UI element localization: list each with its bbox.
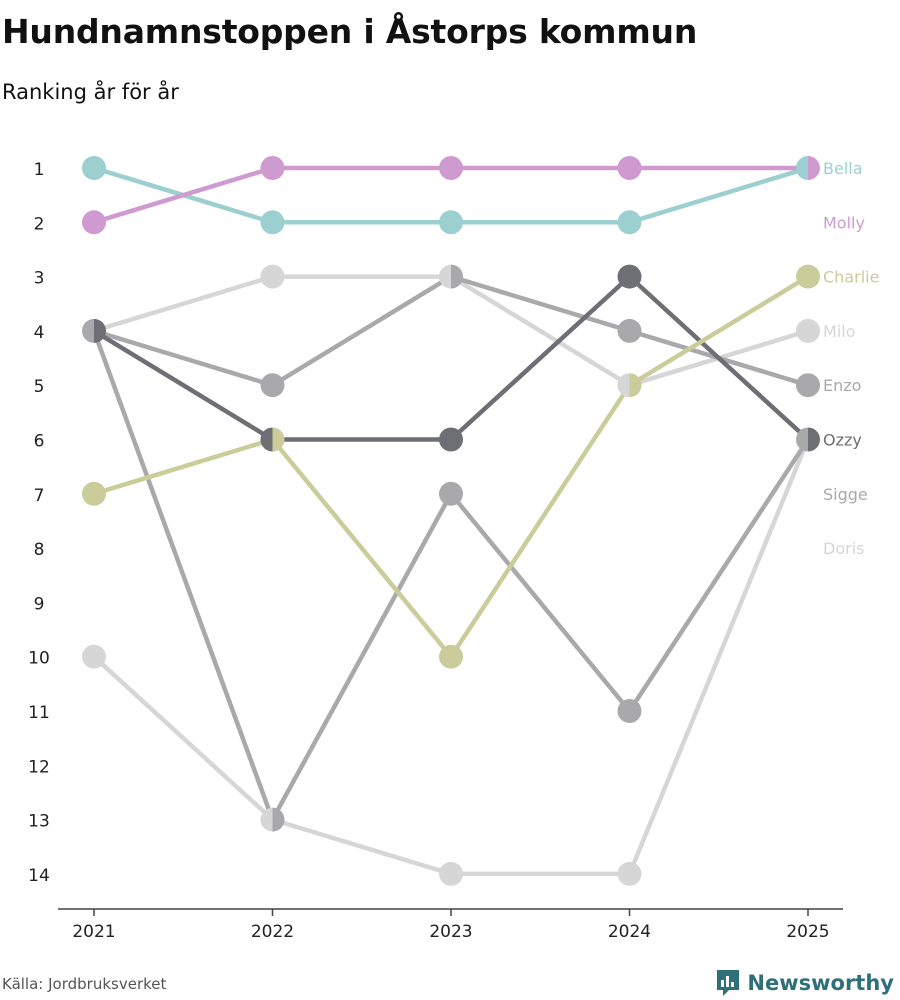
y-tick-label: 11 xyxy=(28,703,50,723)
x-tick-label: 2022 xyxy=(251,922,294,942)
marker-bella xyxy=(82,156,106,180)
marker-milo xyxy=(439,264,451,289)
y-tick-label: 9 xyxy=(34,594,45,614)
series-markers xyxy=(82,156,820,886)
y-tick-label: 5 xyxy=(34,377,45,397)
marker-enzo xyxy=(617,318,642,343)
marker-enzo xyxy=(796,373,820,398)
series-line-ozzy xyxy=(91,274,811,442)
marker-charlie xyxy=(629,373,642,398)
y-tick-label: 7 xyxy=(34,486,45,506)
marker-sigge xyxy=(617,699,642,723)
marker-enzo xyxy=(451,264,464,289)
marker-enzo xyxy=(82,318,94,343)
marker-charlie xyxy=(82,481,106,506)
marker-doris xyxy=(617,861,642,886)
marker-ozzy xyxy=(94,318,107,343)
marker-sigge xyxy=(272,807,285,832)
x-tick-label: 2023 xyxy=(429,922,472,942)
y-tick-label: 14 xyxy=(28,866,50,886)
marker-ozzy xyxy=(808,427,820,452)
bar-chart-speech-bubble-icon xyxy=(717,970,740,996)
marker-ozzy xyxy=(260,427,273,452)
marker-molly xyxy=(82,210,106,235)
end-label-charlie: Charlie xyxy=(823,268,879,287)
marker-ozzy xyxy=(439,427,463,452)
marker-molly xyxy=(808,156,820,180)
marker-doris xyxy=(260,807,273,832)
brand-name: Newsworthy xyxy=(747,971,894,995)
end-label-ozzy: Ozzy xyxy=(823,431,862,450)
marker-milo xyxy=(796,318,820,343)
x-tick-label: 2024 xyxy=(608,922,651,942)
source-note: Källa: Jordbruksverket xyxy=(2,975,167,993)
end-label-doris: Doris xyxy=(823,539,864,558)
x-tick-label: 2025 xyxy=(786,922,829,942)
chart-subtitle: Ranking år för år xyxy=(2,80,179,104)
marker-sigge xyxy=(796,427,808,452)
series-line-milo xyxy=(91,274,811,388)
marker-charlie xyxy=(439,644,463,669)
end-label-milo: Milo xyxy=(823,322,855,341)
y-tick-label: 1 xyxy=(34,160,45,180)
marker-molly xyxy=(617,156,642,180)
y-tick-label: 3 xyxy=(34,269,45,289)
marker-ozzy xyxy=(617,264,642,289)
marker-milo xyxy=(617,373,630,398)
y-tick-label: 6 xyxy=(34,432,45,452)
y-tick-label: 4 xyxy=(34,323,45,343)
marker-bella xyxy=(260,210,285,235)
end-label-bella: Bella xyxy=(823,159,863,178)
end-label-sigge: Sigge xyxy=(823,485,868,504)
y-tick-label: 13 xyxy=(28,812,50,832)
y-tick-label: 10 xyxy=(28,649,50,669)
end-label-enzo: Enzo xyxy=(823,376,861,395)
y-tick-label: 2 xyxy=(34,214,45,234)
chart-title: Hundnamnstoppen i Åstorps kommun xyxy=(2,12,698,51)
marker-enzo xyxy=(260,373,285,398)
marker-bella xyxy=(796,156,808,180)
x-tick-label: 2021 xyxy=(72,922,115,942)
y-tick-label: 12 xyxy=(28,757,50,777)
marker-milo xyxy=(260,264,285,289)
marker-doris xyxy=(439,861,463,886)
marker-molly xyxy=(260,156,285,180)
brand-logo: Newsworthy xyxy=(715,968,894,998)
series-line-sigge xyxy=(91,328,811,822)
marker-doris xyxy=(82,644,106,669)
marker-bella xyxy=(617,210,642,235)
marker-charlie xyxy=(272,427,285,452)
marker-charlie xyxy=(796,264,820,289)
marker-bella xyxy=(439,210,463,235)
series-line-enzo xyxy=(91,274,811,388)
end-label-molly: Molly xyxy=(823,213,865,232)
y-tick-label: 8 xyxy=(34,540,45,560)
marker-sigge xyxy=(439,481,463,506)
marker-molly xyxy=(439,156,463,180)
